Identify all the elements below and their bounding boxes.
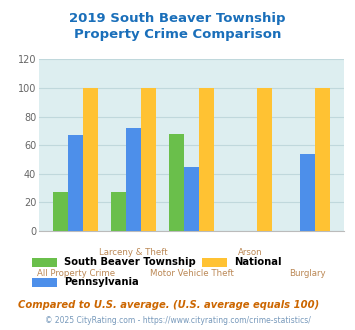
Text: South Beaver Township: South Beaver Township bbox=[64, 257, 196, 267]
Bar bbox=[53, 192, 68, 231]
Bar bbox=[141, 88, 156, 231]
Bar bbox=[199, 88, 214, 231]
Text: Larceny & Theft: Larceny & Theft bbox=[99, 248, 168, 257]
Text: Pennsylvania: Pennsylvania bbox=[64, 277, 139, 287]
Text: Burglary: Burglary bbox=[290, 269, 326, 278]
Bar bbox=[315, 88, 331, 231]
Text: Arson: Arson bbox=[237, 248, 262, 257]
Bar bbox=[111, 192, 126, 231]
Text: © 2025 CityRating.com - https://www.cityrating.com/crime-statistics/: © 2025 CityRating.com - https://www.city… bbox=[45, 316, 310, 325]
Bar bbox=[169, 134, 184, 231]
Bar bbox=[83, 88, 98, 231]
Text: Motor Vehicle Theft: Motor Vehicle Theft bbox=[150, 269, 234, 278]
Bar bbox=[184, 167, 199, 231]
Bar bbox=[300, 154, 315, 231]
Bar bbox=[257, 88, 272, 231]
Text: 2019 South Beaver Township
Property Crime Comparison: 2019 South Beaver Township Property Crim… bbox=[69, 12, 286, 41]
Text: All Property Crime: All Property Crime bbox=[37, 269, 115, 278]
Text: National: National bbox=[234, 257, 282, 267]
Text: Compared to U.S. average. (U.S. average equals 100): Compared to U.S. average. (U.S. average … bbox=[18, 300, 319, 310]
Bar bbox=[68, 135, 83, 231]
Bar bbox=[126, 128, 141, 231]
